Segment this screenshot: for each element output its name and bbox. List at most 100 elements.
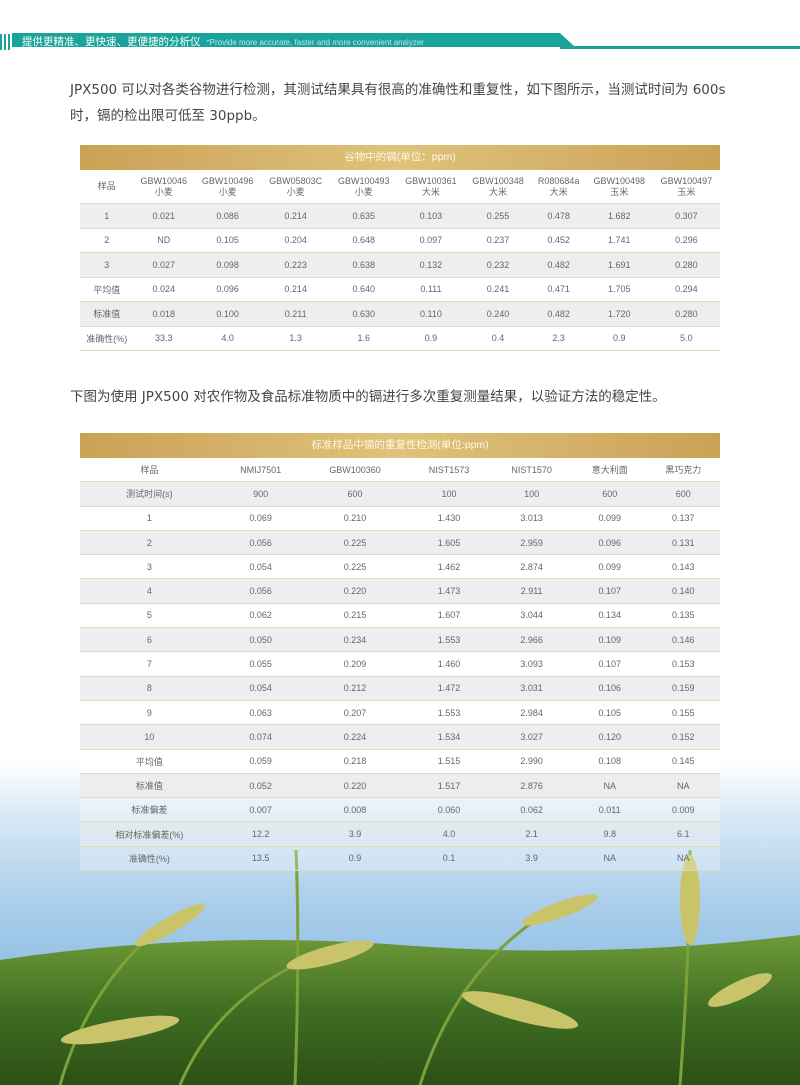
table-cell: 0.155 xyxy=(646,700,720,726)
table-header-row: 样品 NMIJ7501 GBW100360 NIST1573 NIST1570 意大利面黑… xyxy=(80,458,720,483)
table-row: 测试时间(s) 900 600 100 100 600 600 xyxy=(80,481,720,507)
table-title: 标准样品中镉的重复性检测(单位:ppm) xyxy=(80,433,720,458)
table-cell: 1.553 xyxy=(407,627,491,653)
table-cell: 0.146 xyxy=(646,627,720,653)
table-cell: 0.054 xyxy=(218,554,303,580)
table-cell: 0.103 xyxy=(397,203,465,229)
table-cell: 0.052 xyxy=(218,773,303,799)
repeatability-table: 标准样品中镉的重复性检测(单位:ppm) 样品 NMIJ7501 GBW100360… xyxy=(80,433,720,872)
table-cell: 600 xyxy=(302,481,408,507)
table-cell: 0.9 xyxy=(302,846,408,872)
table-cell: 0.452 xyxy=(531,228,586,253)
table-cell: 0.107 xyxy=(572,578,647,604)
table-cell: 0.204 xyxy=(261,228,331,253)
column-header: GBW100348 大米 xyxy=(464,170,532,204)
table-cell: 0.062 xyxy=(490,797,573,823)
table-row: 6 0.050 0.234 1.553 2.966 0.109 0.146 xyxy=(80,627,720,653)
table-cell: 6 xyxy=(80,627,219,653)
table-cell: 0.482 xyxy=(531,301,586,327)
table-cell: NA xyxy=(572,846,647,872)
table-cell: 0.105 xyxy=(572,700,647,726)
table-cell: 0.134 xyxy=(572,603,647,629)
table-cell: 0.630 xyxy=(330,301,398,327)
table-cell: 1.6 xyxy=(330,326,398,351)
table-cell: 100 xyxy=(490,481,573,507)
table-cell: 1.691 xyxy=(585,252,653,278)
table-cell: 0.107 xyxy=(572,651,647,677)
table-cell: 1.517 xyxy=(407,773,491,799)
table-cell: 1.462 xyxy=(407,554,491,580)
table-cell: 9.8 xyxy=(572,821,647,847)
repeatability-paragraph: 下图为使用 JPX500 对农作物及食品标准物质中的镉进行多次重复测量结果，以验… xyxy=(70,389,666,405)
table-cell: 33.3 xyxy=(133,326,195,351)
table-cell: 0.007 xyxy=(218,797,303,823)
table-cell: 0.215 xyxy=(302,603,408,629)
table-cell: 1.3 xyxy=(261,326,331,351)
header-title-en: *Provide more accurate, faster and more … xyxy=(206,38,424,47)
table-cell: NA xyxy=(572,773,647,799)
table-cell: 0.471 xyxy=(531,277,586,302)
table-cell: 2.874 xyxy=(490,554,573,580)
table-cell: 0.108 xyxy=(572,749,647,774)
table-cell: 0.069 xyxy=(218,506,303,531)
table-cell: 0.478 xyxy=(531,203,586,229)
table-cell: 0.054 xyxy=(218,676,303,701)
table-cell: 0.212 xyxy=(302,676,408,701)
table-cell: 0.140 xyxy=(646,578,720,604)
table-cell: 2.959 xyxy=(490,530,573,556)
table-cell: 5 xyxy=(80,603,219,629)
table-header-row: 样品 GBW10046 小麦 GBW100496 小麦 GBW05803C 小麦 GBW… xyxy=(80,170,720,204)
table-cell: 3.093 xyxy=(490,651,573,677)
table-row: 平均值 0.024 0.096 0.214 0.640 0.111 0.241 0.471 1.… xyxy=(80,277,720,302)
table-row: 1 0.069 0.210 1.430 3.013 0.099 0.137 xyxy=(80,506,720,531)
table-cell: 1.553 xyxy=(407,700,491,726)
table-cell: 3 xyxy=(80,554,219,580)
table-row: 4 0.056 0.220 1.473 2.911 0.107 0.140 xyxy=(80,578,720,604)
table-cell: 1.605 xyxy=(407,530,491,556)
column-header: NMIJ7501 xyxy=(218,458,303,483)
table-cell: 0.635 xyxy=(330,203,398,229)
table-cell: 1.682 xyxy=(585,203,653,229)
table-cell: 1.720 xyxy=(585,301,653,327)
table-cell: 0.098 xyxy=(194,252,262,278)
table-row: 8 0.054 0.212 1.472 3.031 0.106 0.159 xyxy=(80,676,720,701)
table-cell: 0.225 xyxy=(302,554,408,580)
table-row: 相对标准偏差(%) 12.2 3.9 4.0 2.1 9.8 6.1 xyxy=(80,821,720,847)
table-row: 3 0.027 0.098 0.223 0.638 0.132 0.232 0.482 1.69… xyxy=(80,252,720,278)
table-cell: 0.063 xyxy=(218,700,303,726)
table-cell: 0.640 xyxy=(330,277,398,302)
table-cell: 相对标准偏差(%) xyxy=(80,821,219,847)
table-cell: 1.430 xyxy=(407,506,491,531)
column-header: 意大利面 xyxy=(572,458,647,483)
table-cell: 0.255 xyxy=(464,203,532,229)
table-row: 标准值 0.018 0.100 0.211 0.630 0.110 0.240 0.482 1.… xyxy=(80,301,720,327)
table-cell: 8 xyxy=(80,676,219,701)
table-cell: 准确性(%) xyxy=(80,846,219,872)
table-cell: 1.741 xyxy=(585,228,653,253)
table-cell: 0.132 xyxy=(397,252,465,278)
table-cell: 0.027 xyxy=(133,252,195,278)
header-banner xyxy=(0,33,800,50)
table-cell: 1.515 xyxy=(407,749,491,774)
column-header: 样品 xyxy=(80,170,134,204)
intro-paragraph: JPX500 可以对各类谷物进行检测，其测试结果具有很高的准确性和重复性，如下图… xyxy=(70,82,726,124)
table-cell: 0.1 xyxy=(407,846,491,872)
table-cell: 标准值 xyxy=(80,301,134,327)
table-row: 2 ND 0.105 0.204 0.648 0.097 0.237 0.452 1.741 0.… xyxy=(80,228,720,253)
table-cell: 6.1 xyxy=(646,821,720,847)
table-cell: 0.296 xyxy=(652,228,720,253)
table-cell: 7 xyxy=(80,651,219,677)
table-cell: 0.059 xyxy=(218,749,303,774)
table-cell: 0.234 xyxy=(302,627,408,653)
table-cell: 0.232 xyxy=(464,252,532,278)
table-cell: 5.0 xyxy=(652,326,720,351)
table-cell: 0.4 xyxy=(464,326,532,351)
table-row: 3 0.054 0.225 1.462 2.874 0.099 0.143 xyxy=(80,554,720,580)
table-row: 7 0.055 0.209 1.460 3.093 0.107 0.153 xyxy=(80,651,720,677)
table-cell: 0.011 xyxy=(572,797,647,823)
table-cell: 4.0 xyxy=(194,326,262,351)
table-title: 谷物中的镉(单位：ppm) xyxy=(80,145,720,170)
column-header: GBW10046 小麦 xyxy=(133,170,195,204)
table-cell: 标准值 xyxy=(80,773,219,799)
table-cell: 10 xyxy=(80,724,219,750)
